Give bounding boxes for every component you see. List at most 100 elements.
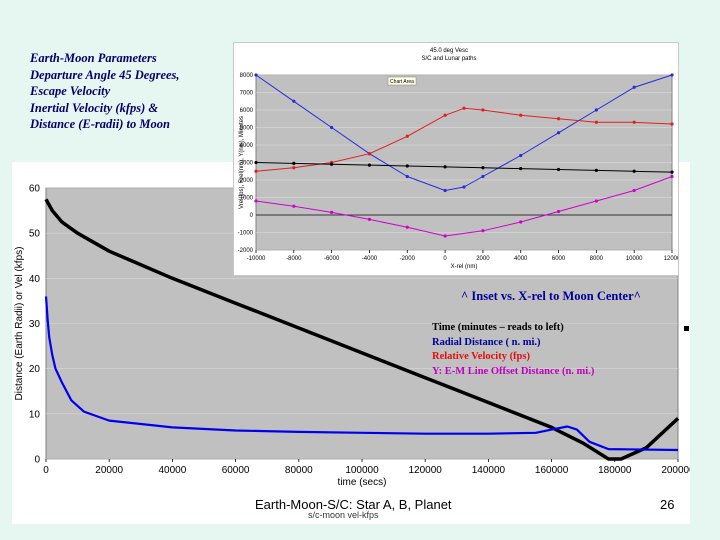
inset-series-point-0 xyxy=(254,73,258,77)
inset-series-point-1 xyxy=(462,106,466,110)
inset-y-tick-label: -2000 xyxy=(238,248,254,254)
inset-x-axis-label: X-rel (nm) xyxy=(451,264,478,270)
inset-series-point-2 xyxy=(367,163,372,167)
inset-x-tick-label: -10000 xyxy=(247,256,266,262)
main-y-tick-label: 60 xyxy=(29,184,41,195)
main-x-axis-label: time (secs) xyxy=(338,477,387,488)
inset-x-tick-label: 8000 xyxy=(590,256,604,262)
main-y-tick-label: 10 xyxy=(29,409,41,420)
main-x-tick-label: 60000 xyxy=(222,465,250,476)
inset-series-point-1 xyxy=(594,120,598,124)
title-line-2: Departure Angle 45 Degrees, xyxy=(30,67,180,82)
main-y-tick-label: 0 xyxy=(34,455,40,466)
main-x-tick-label: 80000 xyxy=(285,465,313,476)
inset-series-point-1 xyxy=(443,113,447,117)
inset-y-axis-label: Vrel(fps), Rrel(nm), Y(nm), Minutes xyxy=(239,116,245,209)
inset-title: 45.0 deg Vesc xyxy=(430,48,468,54)
main-x-tick-label: 0 xyxy=(43,465,49,476)
inset-series-point-2 xyxy=(443,165,447,169)
inset-series-point-1 xyxy=(556,117,561,121)
main-x-tick-label: 100000 xyxy=(345,465,379,476)
main-y-tick-label: 20 xyxy=(29,364,41,375)
inset-x-tick-label: 12000 xyxy=(664,256,678,262)
title-block: Earth-Moon Parameters Departure Angle 45… xyxy=(30,50,230,133)
inset-series-point-1 xyxy=(405,134,409,138)
legend-radial-distance: Radial Distance ( n. mi.) xyxy=(432,336,541,348)
inset-y-tick-label: 7000 xyxy=(240,91,254,97)
inset-series-point-2 xyxy=(670,170,674,174)
main-y-tick-label: 40 xyxy=(29,274,41,285)
title-line-3: Escape Velocity xyxy=(30,84,111,98)
footer-text: Earth-Moon-S/C: Star A, B, Planet xyxy=(255,497,452,512)
inset-series-point-3 xyxy=(254,199,258,203)
main-x-tick-label: 200000 xyxy=(661,465,690,476)
legend-relative-velocity: Relative Velocity (fps) xyxy=(432,351,530,362)
inset-chart-frame: 8000 7000 6000 5000 4000 3000 2000 1000 0 -1000 -2… xyxy=(233,42,679,276)
inset-series-point-2 xyxy=(632,169,636,173)
inset-series-point-0 xyxy=(330,125,334,130)
inset-series-point-2 xyxy=(254,160,258,165)
inset-x-tick-label: 0 xyxy=(443,256,447,262)
inset-series-point-3 xyxy=(330,210,334,214)
main-y-tick-label: 50 xyxy=(29,229,41,240)
inset-series-point-1 xyxy=(519,113,523,117)
inset-x-tick-label: -4000 xyxy=(362,256,378,262)
bullet-mark xyxy=(684,326,689,331)
inset-caption: ^ Inset vs. X-rel to Moon Center^ xyxy=(461,289,641,303)
inset-y-tick-label: -1000 xyxy=(238,231,254,237)
main-series-line-1 xyxy=(44,296,679,452)
inset-x-tick-label: 10000 xyxy=(626,256,643,262)
annotation-legend: Time (minutes – reads to left) Radial Di… xyxy=(432,321,594,379)
inset-series-point-2 xyxy=(556,167,561,172)
inset-series-point-3 xyxy=(443,234,447,238)
inset-series-point-0 xyxy=(292,99,296,103)
inset-series-point-1 xyxy=(367,152,372,156)
inset-series-point-0 xyxy=(405,174,409,179)
inset-x-tick-label: -8000 xyxy=(286,256,302,262)
inset-series-point-3 xyxy=(405,225,409,229)
inset-y-tick-label: 2000 xyxy=(240,178,254,184)
main-series-line-0 xyxy=(44,198,680,461)
inset-series-point-0 xyxy=(632,85,636,89)
inset-series-point-0 xyxy=(462,185,466,189)
inset-x-tick-label: -2000 xyxy=(400,256,416,262)
inset-series-line-2 xyxy=(255,162,673,173)
main-x-tick-label: 160000 xyxy=(535,465,569,476)
inset-series-point-2 xyxy=(330,162,334,166)
inset-series-point-0 xyxy=(519,153,523,158)
inset-series-point-2 xyxy=(405,164,409,168)
inset-series-point-3 xyxy=(292,204,296,208)
main-x-tick-label: 40000 xyxy=(158,465,186,476)
inset-x-tick-label: -6000 xyxy=(324,256,340,262)
inset-series-point-3 xyxy=(519,220,523,224)
main-x-tick-label: 120000 xyxy=(409,465,443,476)
inset-series-point-3 xyxy=(632,188,636,193)
page-number: 26 xyxy=(660,497,675,512)
inset-series-point-0 xyxy=(594,108,598,112)
inset-series-point-1 xyxy=(632,120,636,124)
inset-chart: 800070006000500040003000200010000-1000-2… xyxy=(238,48,678,270)
inset-series-point-3 xyxy=(670,174,674,179)
inset-x-tick-label: 4000 xyxy=(514,256,528,262)
main-x-tick-label: 20000 xyxy=(95,465,123,476)
title-line-4: Inertial Velocity (kfps) & xyxy=(30,100,159,115)
inset-y-tick-label: 6000 xyxy=(240,108,254,114)
inset-series-point-1 xyxy=(254,169,258,173)
inset-series-point-1 xyxy=(670,122,674,126)
inset-series-point-2 xyxy=(292,161,296,165)
inset-series-point-3 xyxy=(367,217,372,221)
inset-series-point-3 xyxy=(481,229,485,233)
inset-subtitle: S/C and Lunar paths xyxy=(421,56,476,62)
inset-y-tick-label: 1000 xyxy=(240,196,254,202)
main-x-tick-label: 140000 xyxy=(472,465,506,476)
inset-series-point-0 xyxy=(443,188,447,193)
inset-y-tick-label: 5000 xyxy=(240,126,254,132)
inset-series-point-0 xyxy=(481,174,485,179)
title-line-5: Distance (E-radii) to Moon xyxy=(30,117,170,131)
inset-series-point-2 xyxy=(481,166,485,170)
inset-chart-area-tooltip xyxy=(387,76,417,86)
inset-y-tick-label: 0 xyxy=(250,213,254,219)
main-y-tick-label: 30 xyxy=(29,319,41,330)
title-line-1: Earth-Moon Parameters xyxy=(30,51,157,65)
inset-y-tick-label: 4000 xyxy=(240,143,254,149)
